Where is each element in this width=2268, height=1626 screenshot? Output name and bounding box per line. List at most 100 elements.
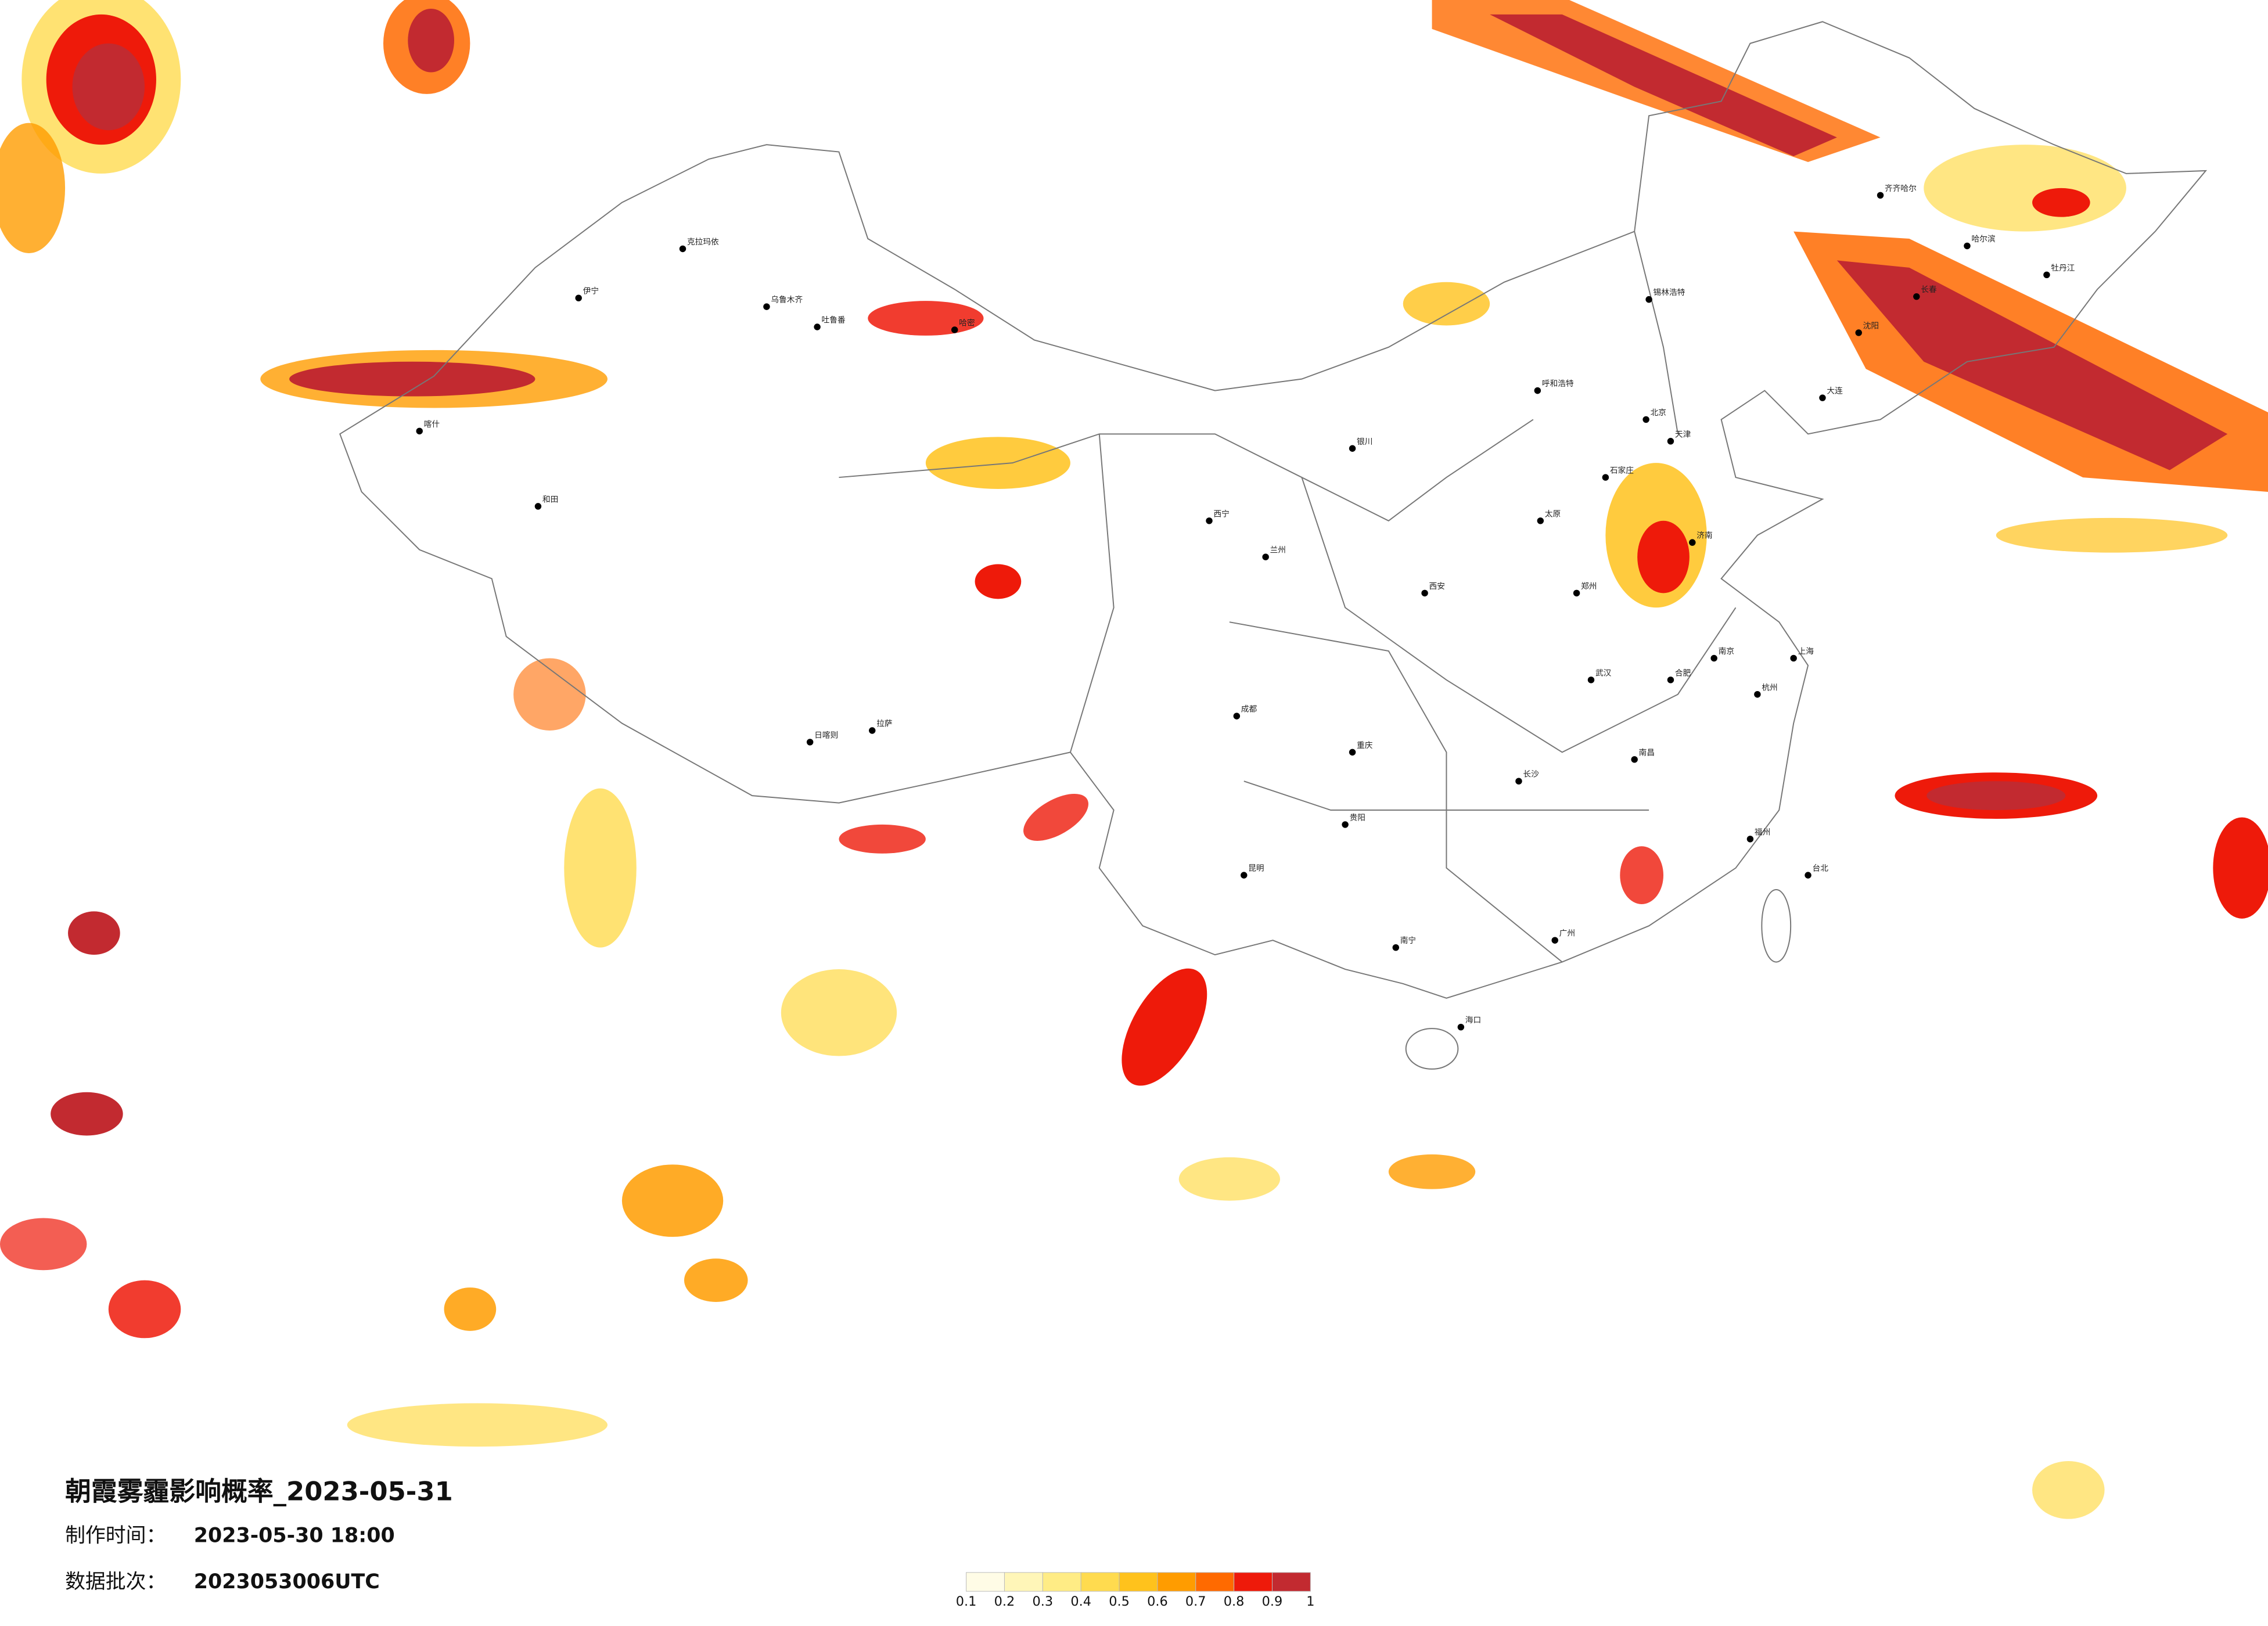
batch-label: 数据批次： bbox=[65, 1570, 166, 1593]
city-label: 沈阳 bbox=[1863, 321, 1879, 330]
colorbar-tick-label: 0.1 bbox=[956, 1594, 977, 1609]
city-dot bbox=[575, 294, 582, 301]
city-label: 郑州 bbox=[1581, 582, 1597, 591]
city-label: 贵阳 bbox=[1350, 813, 1365, 822]
colorbar-tick-label: 1 bbox=[1306, 1594, 1314, 1609]
city-label: 克拉玛依 bbox=[687, 238, 719, 247]
city-dot bbox=[869, 727, 876, 734]
city-dot bbox=[1877, 192, 1884, 199]
city-dot bbox=[1819, 394, 1826, 401]
city-dot bbox=[1573, 589, 1580, 597]
city-dot bbox=[1964, 242, 1971, 250]
city-dot bbox=[1642, 416, 1649, 423]
city-dot bbox=[814, 323, 821, 330]
colorbar-tick-label: 0.4 bbox=[1070, 1594, 1091, 1609]
city-label: 太原 bbox=[1545, 509, 1561, 519]
colorbar: 0.1 0.2 0.3 0.4 0.5 0.6 0.7 0.8 0.9 1 bbox=[956, 1572, 1314, 1609]
city-dot bbox=[1342, 821, 1349, 828]
city-label: 上海 bbox=[1798, 647, 1814, 656]
city-label: 昆明 bbox=[1248, 864, 1264, 873]
city-dot bbox=[1667, 677, 1674, 684]
city-label: 银川 bbox=[1357, 437, 1372, 447]
city-dot bbox=[1262, 553, 1269, 560]
city-label: 南昌 bbox=[1639, 748, 1655, 757]
city-label: 喀什 bbox=[424, 420, 440, 429]
city-label: 哈密 bbox=[959, 318, 975, 328]
city-label: 呼和浩特 bbox=[1542, 379, 1574, 388]
city-dot bbox=[1631, 756, 1638, 763]
city-label: 西宁 bbox=[1213, 509, 1229, 519]
city-label: 乌鲁木齐 bbox=[771, 296, 803, 305]
city-dot bbox=[1233, 713, 1241, 720]
city-label: 拉萨 bbox=[876, 720, 892, 729]
colorbar-tick-label: 0.3 bbox=[1033, 1594, 1054, 1609]
colorbar-box bbox=[1119, 1572, 1158, 1592]
city-label: 武汉 bbox=[1595, 668, 1612, 678]
colorbar-tick-label: 0.8 bbox=[1224, 1594, 1245, 1609]
colorbar-box bbox=[1234, 1572, 1273, 1592]
city-dot bbox=[1206, 517, 1213, 524]
city-label: 吐鲁番 bbox=[822, 316, 846, 325]
colorbar-tick-label: 0.5 bbox=[1109, 1594, 1130, 1609]
city-dot bbox=[1537, 517, 1544, 524]
city-dot bbox=[951, 326, 958, 333]
batch: 2023053006UTC bbox=[194, 1570, 380, 1593]
city-dot bbox=[1534, 387, 1541, 394]
city-dot bbox=[1457, 1023, 1465, 1031]
colorbar-box bbox=[1004, 1572, 1043, 1592]
city-dot bbox=[1667, 438, 1674, 445]
city-label: 牡丹江 bbox=[2051, 264, 2075, 273]
city-label: 合肥 bbox=[1675, 668, 1691, 678]
city-label: 南京 bbox=[1719, 647, 1734, 656]
city-dot bbox=[416, 427, 423, 435]
city-label: 福州 bbox=[1755, 828, 1770, 837]
city-dot bbox=[1587, 677, 1595, 684]
city-dot bbox=[806, 739, 814, 746]
city-label: 成都 bbox=[1241, 705, 1257, 714]
city-label: 石家庄 bbox=[1610, 466, 1634, 476]
city-dot bbox=[763, 303, 770, 310]
probability-field bbox=[0, 0, 2268, 1519]
city-dot bbox=[1689, 539, 1696, 546]
colorbar-tick-label: 0.6 bbox=[1147, 1594, 1168, 1609]
city-label: 和田 bbox=[542, 495, 558, 504]
city-label: 天津 bbox=[1675, 430, 1691, 439]
city-dot bbox=[1754, 691, 1761, 698]
city-dot bbox=[1241, 872, 1248, 879]
city-label: 北京 bbox=[1651, 408, 1666, 418]
city-label: 伊宁 bbox=[583, 286, 599, 296]
city-dot bbox=[1645, 296, 1652, 303]
city-dot bbox=[1790, 654, 1797, 662]
city-dot bbox=[1515, 778, 1522, 785]
city-label: 广州 bbox=[1559, 929, 1575, 938]
city-dot bbox=[1349, 749, 1356, 756]
city-label: 长春 bbox=[1921, 285, 1937, 294]
city-dot bbox=[1746, 836, 1754, 843]
city-dot bbox=[1551, 937, 1558, 944]
city-dot bbox=[1349, 445, 1356, 452]
borders bbox=[339, 21, 2208, 1070]
city-label: 台北 bbox=[1813, 864, 1829, 873]
colorbar-box bbox=[1195, 1572, 1235, 1592]
city-label: 锡林浩特 bbox=[1654, 288, 1685, 297]
city-label: 齐齐哈尔 bbox=[1885, 184, 1917, 193]
made-label: 制作时间： bbox=[65, 1524, 166, 1548]
colorbar-tick-label: 0.9 bbox=[1262, 1594, 1283, 1609]
colorbar-tick-label: 0.7 bbox=[1185, 1594, 1206, 1609]
city-label: 哈尔滨 bbox=[1971, 235, 1995, 244]
city-dot bbox=[1392, 944, 1399, 951]
city-dot bbox=[1855, 329, 1862, 336]
colorbar-box bbox=[966, 1572, 1005, 1592]
city-label: 长沙 bbox=[1523, 770, 1539, 779]
city-dot bbox=[1602, 474, 1609, 481]
city-dot bbox=[1421, 589, 1428, 597]
city-dot bbox=[2043, 271, 2050, 279]
colorbar-tick-label: 0.2 bbox=[994, 1594, 1015, 1609]
title: 朝霞雾霾影响概率_2023-05-31 bbox=[65, 1476, 453, 1506]
city-label: 海口 bbox=[1465, 1016, 1481, 1025]
city-dot bbox=[1710, 654, 1717, 662]
city-label: 日喀则 bbox=[814, 731, 838, 740]
